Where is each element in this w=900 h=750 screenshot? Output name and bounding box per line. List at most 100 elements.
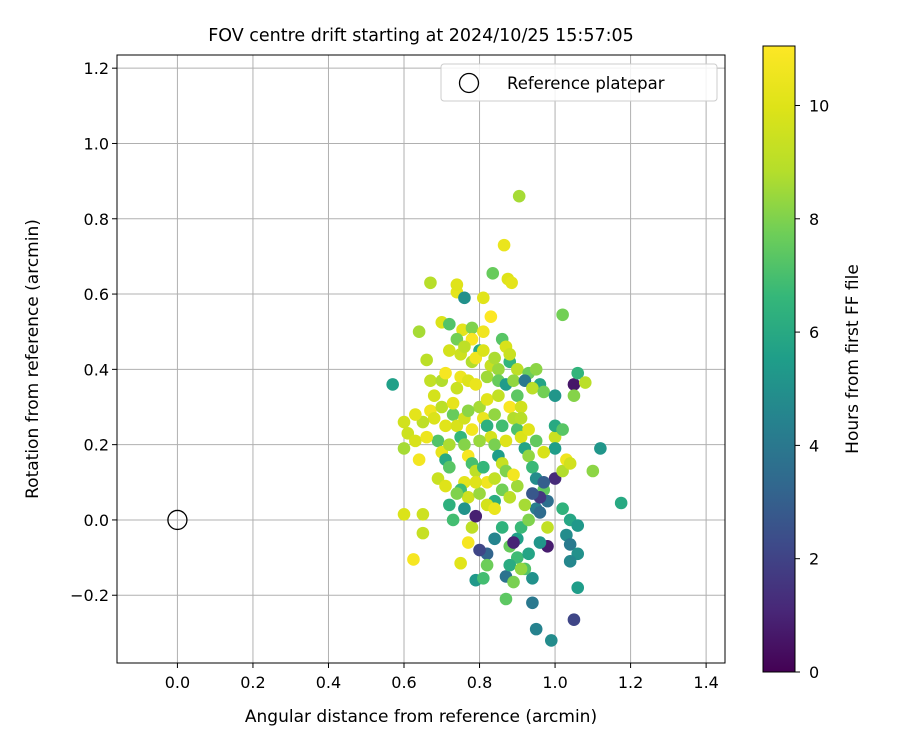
data-point [544, 634, 558, 647]
y-tick-label: −0.2 [70, 586, 109, 605]
x-tick-label: 0.2 [240, 673, 265, 692]
data-point [443, 460, 456, 474]
data-point [412, 325, 426, 339]
data-point [431, 434, 445, 448]
data-point [477, 460, 490, 474]
data-point [529, 363, 543, 376]
data-point [427, 389, 441, 403]
x-tick-label: 0.0 [165, 673, 190, 692]
data-point [458, 340, 471, 354]
data-point [443, 498, 456, 512]
data-point [443, 317, 456, 331]
data-point [497, 238, 511, 252]
data-point [443, 344, 456, 357]
data-point [458, 291, 471, 305]
data-point [473, 487, 486, 500]
colorbar-tick-label: 6 [809, 323, 819, 342]
data-point [465, 423, 479, 436]
data-point [480, 419, 494, 433]
data-point [458, 502, 471, 515]
data-point [424, 374, 437, 387]
x-tick-label: 1.4 [693, 673, 718, 692]
data-point [409, 434, 422, 448]
x-axis-ticks: 0.0 0.2 0.4 0.6 0.8 1.0 1.2 1.4 [165, 663, 719, 692]
data-point [563, 555, 577, 568]
data-point [461, 536, 475, 549]
data-point [503, 400, 517, 414]
y-tick-label: 0.8 [84, 210, 109, 229]
data-point [446, 408, 460, 421]
colorbar-tick-label: 2 [809, 550, 819, 569]
legend-frame [440, 63, 718, 102]
data-point [480, 558, 494, 572]
data-point [488, 408, 501, 421]
data-point [526, 596, 539, 610]
data-point [529, 434, 543, 448]
legend: Reference platepar [440, 63, 718, 102]
data-point [469, 509, 483, 523]
data-point [537, 475, 551, 489]
data-point [495, 521, 509, 534]
y-tick-label: 0.4 [84, 360, 109, 379]
colorbar-tick-label: 0 [809, 663, 819, 682]
data-point [465, 321, 479, 335]
data-point [450, 381, 464, 395]
data-point [503, 347, 517, 361]
data-point [510, 479, 524, 493]
colorbar-tick-label: 10 [809, 96, 829, 115]
data-point [522, 513, 535, 527]
data-point [480, 370, 494, 384]
data-point [412, 453, 426, 467]
data-point [439, 419, 452, 433]
data-point [461, 404, 475, 418]
data-point [510, 389, 524, 403]
data-point [416, 526, 430, 540]
colorbar-ticks: 0 2 4 6 8 10 [795, 96, 829, 682]
y-tick-label: 0.6 [84, 285, 109, 304]
data-point [614, 496, 628, 510]
data-point [424, 276, 437, 290]
data-point [397, 507, 411, 521]
data-point [526, 381, 539, 395]
data-point [469, 378, 483, 391]
data-point [522, 423, 535, 436]
data-point [514, 411, 528, 425]
data-point [507, 374, 520, 387]
colorbar: 0 2 4 6 8 10 Hours from first FF file [762, 45, 863, 682]
data-point [571, 519, 585, 532]
data-point [533, 536, 547, 549]
data-point [465, 521, 479, 534]
data-point [571, 366, 585, 380]
data-point [567, 613, 581, 627]
data-point [495, 419, 509, 433]
data-point [514, 562, 528, 576]
data-point [484, 310, 498, 323]
data-point [499, 592, 513, 606]
data-point [526, 460, 539, 474]
legend-label: Reference platepar [507, 74, 665, 93]
data-point [477, 571, 490, 585]
data-point [446, 513, 460, 527]
data-point [480, 393, 494, 406]
data-point [510, 363, 524, 376]
y-tick-label: 1.2 [84, 59, 109, 78]
data-point [522, 449, 535, 463]
data-point [456, 323, 469, 337]
y-axis-ticks: −0.2 0.0 0.2 0.4 0.6 0.8 1.0 1.2 [70, 59, 117, 605]
data-point [397, 442, 411, 455]
data-point [386, 378, 399, 391]
data-point [556, 308, 569, 322]
data-point [488, 351, 501, 365]
data-point [512, 189, 526, 203]
data-point [454, 556, 467, 570]
data-point [477, 325, 490, 339]
data-point [446, 396, 460, 410]
data-point [594, 442, 607, 455]
data-point [409, 408, 422, 421]
data-point [477, 344, 490, 357]
data-point [541, 521, 554, 534]
data-point [499, 434, 513, 448]
data-point [407, 553, 420, 566]
data-point [473, 434, 486, 448]
x-tick-label: 0.4 [316, 673, 341, 692]
